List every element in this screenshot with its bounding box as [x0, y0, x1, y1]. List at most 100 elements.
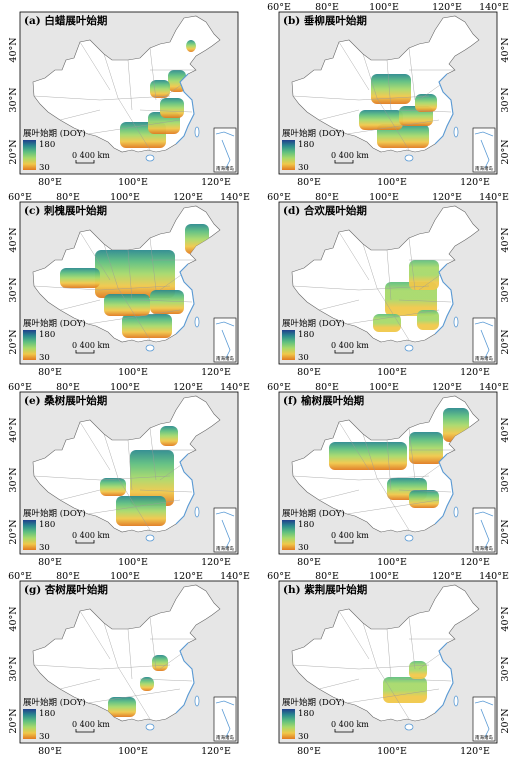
province-boundary [149, 237, 157, 290]
province-boundary [338, 231, 370, 280]
province-boundary [103, 433, 119, 478]
hainan-island [145, 723, 155, 731]
phenology-patch [409, 661, 427, 680]
hainan-island [145, 344, 155, 352]
axis-tick-label: 60°E [267, 382, 291, 393]
axis-tick-label: 60°E [8, 571, 32, 582]
axis-tick-label: 30°N [8, 87, 19, 112]
province-boundary [99, 475, 171, 480]
svg-text:南海诸岛: 南海诸岛 [475, 165, 493, 172]
coastline [175, 642, 195, 714]
color-legend: 展叶始期 (DOY)180 30 [282, 318, 345, 363]
axis-tick-label: 40°N [8, 607, 19, 632]
south-china-sea-inset: 南海诸岛 [213, 696, 237, 742]
phenology-patch [140, 677, 154, 692]
province-boundary [117, 477, 151, 530]
axis-tick-label: 30°N [500, 277, 511, 302]
svg-text:南海诸岛: 南海诸岛 [216, 734, 234, 741]
svg-text:南海诸岛: 南海诸岛 [475, 734, 493, 741]
scale-bar: 0 400 km [72, 341, 110, 354]
taiwan-island [453, 695, 459, 707]
svg-text:0 400 km: 0 400 km [72, 341, 110, 350]
province-boundary [87, 689, 181, 704]
axis-tick-label: 60°E [267, 192, 291, 203]
province-boundary [338, 611, 370, 660]
axis-tick-label: 120°E [432, 2, 462, 13]
province-boundary [103, 243, 119, 288]
panel-title: (b) 垂柳展叶始期 [283, 14, 367, 27]
axis-tick-label: 140°E [479, 571, 509, 582]
axis-tick-label: 140°E [479, 192, 509, 203]
phenology-patch [186, 40, 196, 52]
province-boundary [358, 475, 430, 480]
axis-tick-label: 120°E [173, 571, 203, 582]
axis-tick-label: 20°N [500, 519, 511, 544]
axis-tick-label: 40°N [8, 37, 19, 62]
province-boundary [59, 299, 101, 310]
panel-title: (d) 合欢展叶始期 [283, 204, 367, 217]
axis-tick-label: 60°E [8, 192, 32, 203]
phenology-patch [385, 281, 437, 316]
svg-text:180: 180 [298, 520, 314, 530]
axis-tick-label: 120°E [201, 557, 231, 568]
province-boundary [87, 309, 181, 324]
province-boundary [59, 679, 101, 690]
province-boundary [33, 285, 101, 290]
axis-tick-label: 120°E [201, 177, 231, 188]
color-legend: 展叶始期 (DOY)180 30 [282, 508, 345, 553]
axis-tick-label: 30°N [500, 87, 511, 112]
axis-tick-label: 20°N [500, 139, 511, 164]
axis-tick-label: 80°E [297, 367, 321, 378]
taiwan-island [194, 695, 200, 707]
south-china-sea-inset: 南海诸岛 [213, 317, 237, 363]
phenology-patch [359, 110, 403, 130]
phenology-patch [150, 289, 184, 314]
svg-text:180: 180 [39, 709, 55, 719]
axis-tick-label: 100°E [369, 382, 399, 393]
phenology-patch [371, 74, 411, 104]
phenology-patch [160, 98, 184, 118]
phenology-patch [409, 431, 443, 464]
map-panel-h: 南海诸岛 (h) 紫荆展叶始期 展叶始期 (DOY) 180 30 0 400 km 60°… [259, 569, 517, 759]
svg-text:南海诸岛: 南海诸岛 [216, 165, 234, 172]
province-boundary [59, 109, 101, 121]
province-boundary [117, 97, 151, 151]
hainan-island [404, 154, 414, 162]
axis-tick-label: 60°E [267, 571, 291, 582]
axis-tick-label: 120°E [173, 382, 203, 393]
province-boundary [103, 53, 119, 99]
province-boundary [33, 665, 101, 670]
axis-tick-label: 80°E [56, 192, 80, 203]
svg-text:展叶始期 (DOY): 展叶始期 (DOY) [282, 508, 345, 519]
axis-tick-label: 100°E [110, 192, 140, 203]
map-panel-c: 南海诸岛 (c) 刺槐展叶始期 展叶始期 (DOY) 180 30 0 400 km 60°… [0, 190, 258, 380]
phenology-patch [122, 313, 172, 338]
province-boundary [127, 629, 133, 680]
province-boundary [346, 689, 440, 704]
axis-tick-label: 100°E [118, 367, 148, 378]
province-boundary [346, 309, 440, 324]
axis-tick-label: 80°E [315, 2, 339, 13]
svg-text:180: 180 [39, 140, 55, 150]
axis-tick-label: 30°N [8, 467, 19, 492]
map-panel-b: 南海诸岛 (b) 垂柳展叶始期 展叶始期 (DOY) 180 30 0 400 km 60°… [259, 0, 517, 190]
coastline [175, 73, 195, 145]
axis-tick-label: 100°E [118, 557, 148, 568]
svg-text:30: 30 [298, 353, 309, 363]
axis-tick-label: 30°N [500, 467, 511, 492]
province-boundary [99, 665, 171, 670]
phenology-raster [33, 223, 209, 340]
axis-tick-label: 100°E [377, 177, 407, 188]
svg-text:展叶始期 (DOY): 展叶始期 (DOY) [282, 318, 345, 329]
province-boundary [318, 109, 360, 121]
svg-text:南海诸岛: 南海诸岛 [475, 355, 493, 362]
map-panel-f: 南海诸岛 (f) 榆树展叶始期 展叶始期 (DOY) 180 30 0 400 km 60°… [259, 380, 517, 570]
province-boundary [386, 629, 392, 680]
scale-bar: 0 400 km [331, 531, 369, 543]
svg-text:0 400 km: 0 400 km [331, 341, 369, 350]
axis-tick-label: 60°E [267, 2, 291, 13]
axis-tick-label: 100°E [377, 557, 407, 568]
